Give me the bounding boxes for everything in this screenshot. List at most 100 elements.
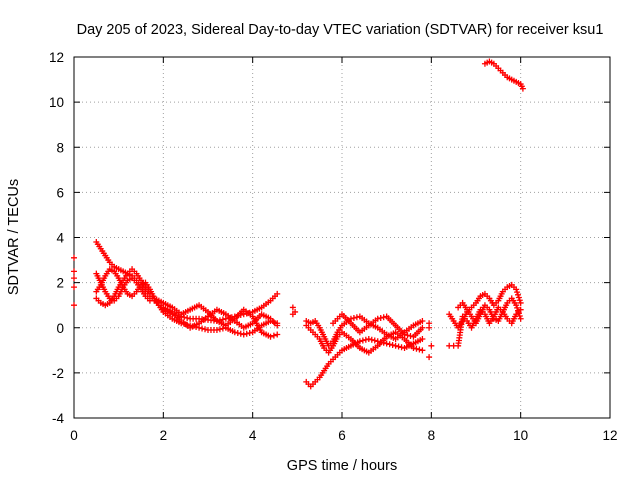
- x-tick-labels: 0 2 4 6 8 10 12: [70, 428, 617, 443]
- data-point: [413, 345, 420, 352]
- data-point: [374, 315, 381, 322]
- data-point: [270, 332, 277, 339]
- data-point: [517, 299, 524, 306]
- data-point: [289, 311, 296, 318]
- data-point: [365, 336, 372, 343]
- data-point: [193, 323, 200, 330]
- y-tick-label: 8: [56, 140, 64, 155]
- data-point: [350, 314, 357, 321]
- data-point: [219, 325, 226, 332]
- data-point: [513, 286, 520, 293]
- data-point: [199, 325, 206, 332]
- y-tick-label: 12: [49, 50, 64, 65]
- x-tick-label: 8: [428, 428, 436, 443]
- y-tick-label: 2: [56, 276, 64, 291]
- y-tick-label: 6: [56, 185, 64, 200]
- data-point: [71, 302, 77, 309]
- data-point: [71, 275, 77, 282]
- data-point: [178, 320, 185, 327]
- data-markers: [71, 58, 526, 390]
- y-tick-label: -4: [52, 411, 64, 426]
- data-point: [289, 304, 296, 311]
- data-point: [231, 329, 238, 336]
- data-point: [515, 294, 522, 301]
- data-point: [216, 326, 223, 333]
- x-tick-label: 12: [602, 428, 617, 443]
- data-point: [240, 331, 247, 338]
- data-point: [383, 340, 390, 347]
- x-tick-label: 2: [160, 428, 168, 443]
- data-point: [243, 330, 250, 337]
- y-tick-label: 4: [56, 231, 64, 246]
- data-point: [377, 314, 384, 321]
- data-point: [516, 313, 523, 320]
- data-point: [419, 336, 426, 343]
- data-point: [426, 354, 433, 361]
- data-point: [428, 342, 435, 349]
- data-point: [407, 333, 414, 340]
- data-point: [237, 330, 244, 337]
- data-point: [426, 324, 433, 331]
- data-point: [514, 291, 521, 298]
- y-tick-label: -2: [52, 366, 64, 381]
- data-point: [267, 317, 274, 324]
- data-point: [353, 314, 360, 321]
- data-point: [401, 331, 408, 338]
- x-tick-label: 6: [338, 428, 346, 443]
- data-point: [517, 306, 524, 313]
- data-point: [270, 319, 277, 326]
- data-point: [514, 307, 521, 314]
- data-point: [516, 297, 523, 304]
- data-point: [274, 331, 281, 338]
- grid-lines: [74, 57, 610, 418]
- data-point: [404, 332, 411, 339]
- x-tick-label: 10: [513, 428, 528, 443]
- y-tick-label: 0: [56, 321, 64, 336]
- data-point: [419, 317, 426, 324]
- data-point: [184, 321, 191, 328]
- data-point: [515, 310, 522, 317]
- data-point: [517, 315, 524, 322]
- y-tick-labels: -4 -2 0 2 4 6 8 10 12: [49, 50, 65, 426]
- data-point: [184, 314, 191, 321]
- data-point: [419, 324, 426, 331]
- data-point: [71, 268, 77, 275]
- data-point: [181, 314, 188, 321]
- data-point: [359, 337, 366, 344]
- x-axis-label: GPS time / hours: [287, 458, 397, 474]
- data-point: [395, 343, 402, 350]
- data-point: [187, 322, 194, 329]
- data-point: [196, 324, 203, 331]
- data-point: [519, 85, 526, 92]
- data-point: [274, 290, 281, 297]
- x-tick-label: 0: [70, 428, 78, 443]
- data-point: [392, 342, 399, 349]
- data-point: [368, 336, 375, 343]
- data-point: [202, 326, 209, 333]
- data-point: [380, 314, 387, 321]
- data-point: [416, 346, 423, 353]
- chart-title: Day 205 of 2023, Sidereal Day-to-day VTE…: [77, 22, 604, 38]
- data-point: [71, 284, 77, 291]
- data-point: [71, 254, 77, 261]
- tick-marks: [73, 56, 611, 419]
- data-point: [371, 337, 378, 344]
- data-point: [513, 302, 520, 309]
- data-point: [398, 344, 405, 351]
- y-tick-label: 10: [49, 95, 64, 110]
- data-point: [246, 330, 253, 337]
- data-point: [190, 323, 197, 330]
- x-tick-label: 4: [249, 428, 257, 443]
- data-point: [267, 333, 274, 340]
- data-point: [410, 345, 417, 352]
- data-point: [514, 304, 521, 311]
- data-point: [219, 316, 226, 323]
- y-axis-label: SDTVAR / TECUs: [6, 179, 22, 295]
- data-point: [362, 336, 369, 343]
- data-point: [356, 338, 363, 345]
- data-point: [389, 342, 396, 349]
- data-point: [234, 330, 241, 337]
- data-point: [419, 347, 426, 354]
- data-point: [181, 320, 188, 327]
